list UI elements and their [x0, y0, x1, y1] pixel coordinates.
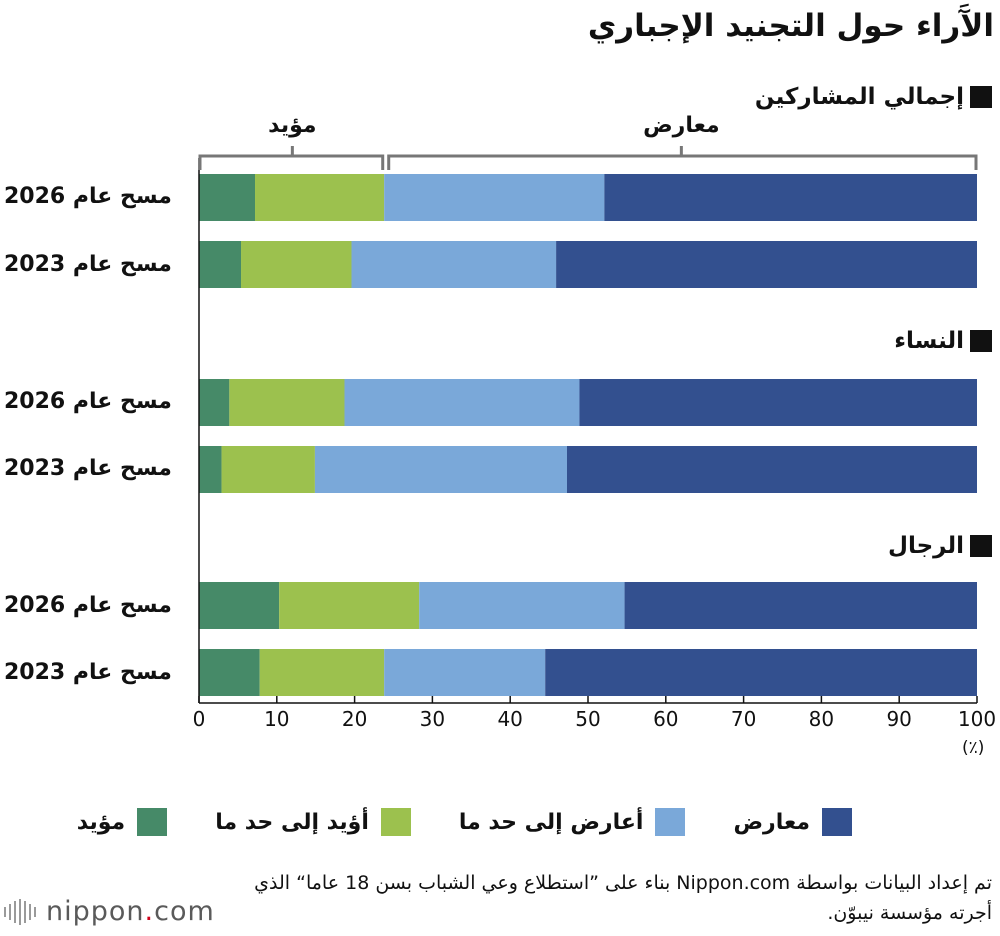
axis-unit-label: (٪): [962, 738, 985, 758]
support-bracket-label: مؤيد: [268, 113, 317, 138]
bar-segment: [579, 379, 977, 426]
group-heading-men: الرجال: [888, 533, 992, 559]
legend-swatch: [137, 808, 168, 836]
bar-segment: [255, 174, 385, 221]
oppose-bracket: [387, 154, 978, 170]
group-heading-label: الرجال: [888, 533, 964, 559]
bar-segment: [229, 379, 345, 426]
x-tick-label: 80: [808, 707, 835, 731]
logo-bars-icon: [4, 898, 36, 925]
oppose-bracket-label: معارض: [643, 113, 720, 138]
support-bracket: [198, 154, 385, 170]
bar-segment: [199, 241, 242, 288]
bar-segment: [199, 582, 280, 629]
group-heading-label: إجمالي المشاركين: [754, 84, 964, 110]
source-footnote: تم إعداد البيانات بواسطة Nippon.com بناء…: [254, 872, 992, 924]
bar-segment: [199, 649, 260, 696]
bar-segment: [344, 379, 580, 426]
bar-segment: [199, 379, 230, 426]
bar-segment: [279, 582, 420, 629]
heading-square-icon: [970, 535, 992, 557]
x-tick-label: 60: [653, 707, 679, 731]
bar-segment: [419, 582, 625, 629]
bar-segment: [351, 241, 557, 288]
row-label: مسح عام 2023: [4, 660, 172, 685]
group-heading-label: النساء: [894, 328, 964, 354]
legend: معارض أعارض إلى حد ما أؤيد إلى حد ما مؤي…: [77, 808, 852, 836]
x-tick-label: 30: [419, 707, 446, 731]
x-tick-label: 20: [341, 707, 368, 731]
group-heading-total: إجمالي المشاركين: [755, 84, 992, 110]
nippon-logo: nippon.com: [4, 896, 215, 927]
x-tick-label: 90: [886, 707, 912, 731]
legend-label: معارض: [733, 809, 810, 835]
x-tick-label: 10: [264, 707, 290, 731]
legend-item-oppose: معارض: [733, 808, 852, 836]
group-heading-women: النساء: [894, 328, 992, 354]
bar-segment: [384, 174, 605, 221]
legend-item-somewhat-support: أؤيد إلى حد ما: [215, 808, 411, 836]
legend-label: أؤيد إلى حد ما: [215, 809, 369, 835]
heading-square-icon: [970, 86, 992, 108]
bar-segment: [556, 241, 977, 288]
bar-segment: [384, 649, 546, 696]
bar-segment: [241, 241, 352, 288]
bar-segment: [221, 446, 315, 493]
legend-swatch: [822, 808, 852, 836]
x-tick-label: 70: [730, 707, 757, 731]
legend-label: أعارض إلى حد ما: [458, 809, 644, 835]
x-tick-label: 100: [957, 707, 997, 731]
row-label: مسح عام 2026: [4, 389, 172, 414]
row-label: مسح عام 2023: [4, 456, 172, 481]
legend-item-somewhat-oppose: أعارض إلى حد ما: [459, 808, 686, 836]
x-tick-label: 40: [497, 707, 523, 731]
heading-square-icon: [970, 330, 992, 352]
bar-segment: [566, 446, 977, 493]
bar-segment: [545, 649, 977, 696]
legend-swatch: [655, 808, 686, 836]
row-label: مسح عام 2023: [4, 252, 172, 277]
bar-segment: [314, 446, 567, 493]
chart-title: الآَراء حول التجنيد الإجباري: [587, 8, 994, 44]
bar-segment: [259, 649, 385, 696]
legend-swatch: [380, 808, 411, 836]
row-label: مسح عام 2026: [4, 184, 172, 209]
x-tick-label: 0: [192, 707, 206, 731]
bar-segment: [199, 174, 256, 221]
legend-label: مؤيد: [76, 809, 126, 835]
legend-item-support: مؤيد: [76, 808, 168, 836]
row-label: مسح عام 2026: [4, 593, 172, 618]
x-tick-label: 50: [575, 707, 601, 731]
bar-segment: [624, 582, 977, 629]
bar-segment: [604, 174, 977, 221]
bar-segment: [199, 446, 222, 493]
logo-wordmark: nippon.com: [46, 896, 215, 927]
